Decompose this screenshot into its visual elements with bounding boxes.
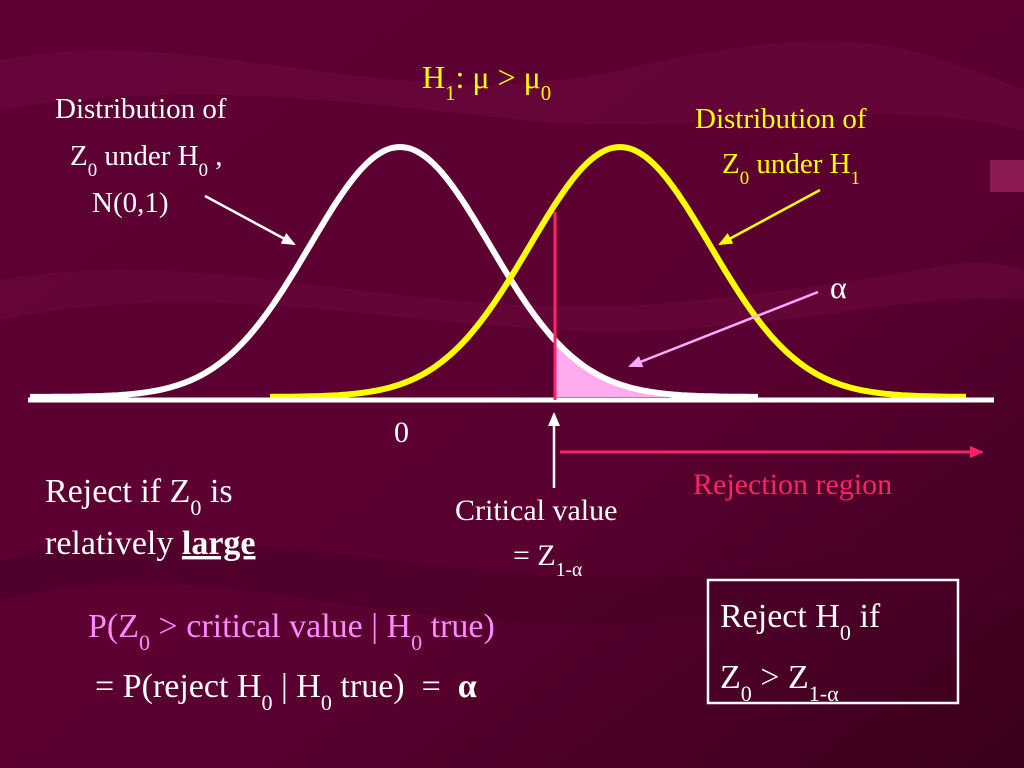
reject-box xyxy=(706,578,960,705)
text: : μ > μ xyxy=(456,59,541,95)
svg-text:= Z1-α: = Z1-α xyxy=(513,539,582,581)
svg-text:relatively large: relatively large xyxy=(45,525,256,562)
text: Reject H xyxy=(720,598,840,635)
text: true) xyxy=(422,608,495,645)
background-wave xyxy=(0,520,1024,625)
svg-text:Z0 under H0 ,: Z0 under H0 , xyxy=(70,140,223,181)
background-tab xyxy=(990,160,1024,192)
text: , xyxy=(208,140,223,172)
svg-text:Distribution of: Distribution of xyxy=(55,93,227,125)
h0-arrow xyxy=(204,194,296,246)
svg-text:Reject H0 if: Reject H0 if xyxy=(720,598,881,645)
text: = P(reject H xyxy=(95,668,261,705)
text: Critical value xyxy=(455,494,617,527)
text: true) = xyxy=(332,668,458,705)
alpha-label: α xyxy=(830,269,847,305)
text: if xyxy=(851,598,881,635)
subscript: 0 xyxy=(840,620,851,645)
text: Z xyxy=(720,659,741,696)
text: under H xyxy=(97,140,199,172)
text: = Z xyxy=(513,539,556,572)
rejection-region-label: Rejection region xyxy=(693,468,892,501)
subscript: 0 xyxy=(740,168,749,189)
text: is xyxy=(201,473,232,510)
text: | H xyxy=(273,668,321,705)
h1-curve xyxy=(269,144,966,400)
h1-arrow xyxy=(718,188,821,246)
text: Z xyxy=(70,140,88,172)
background-wave xyxy=(0,261,1024,332)
axis-zero: 0 xyxy=(394,416,409,449)
emphasis: large xyxy=(182,525,256,562)
subscript: 0 xyxy=(541,82,551,105)
subscript: 0 xyxy=(261,690,272,715)
text: > Z xyxy=(752,659,809,696)
alpha-arrow xyxy=(628,290,819,368)
svg-text:P(Z0 > critical value | H0 tru: P(Z0 > critical value | H0 true) xyxy=(88,608,495,655)
subscript: 1-α xyxy=(556,560,582,581)
background-wave xyxy=(0,41,1024,130)
h0-label: Distribution of Z0 under H0 , N(0,1) xyxy=(55,93,227,219)
subscript: 0 xyxy=(139,630,150,655)
svg-text:Z0 > Z1-α: Z0 > Z1-α xyxy=(720,659,839,706)
probability-statement: P(Z0 > critical value | H0 true) = P(rej… xyxy=(88,608,495,715)
subscript: 0 xyxy=(411,630,422,655)
text: > critical value | H xyxy=(150,608,411,645)
subscript: 1 xyxy=(851,168,860,189)
text: H xyxy=(422,59,445,95)
text: Reject if Z xyxy=(45,473,190,510)
text: relatively xyxy=(45,525,182,562)
subscript: 0 xyxy=(741,681,752,706)
subscript: 0 xyxy=(88,160,97,181)
alpha-region xyxy=(555,340,700,397)
reject-rule: Reject if Z0 is relatively large xyxy=(45,473,256,562)
text: Distribution of xyxy=(55,93,227,125)
text: under H xyxy=(749,148,851,180)
critical-value-label: Critical value = Z1-α xyxy=(455,494,617,581)
hypothesis-title: H1: μ > μ0 xyxy=(422,59,551,105)
svg-text:Z0 under H1: Z0 under H1 xyxy=(722,148,860,189)
subscript: 0 xyxy=(321,690,332,715)
text: N(0,1) xyxy=(92,187,169,219)
svg-text:Reject if Z0 is: Reject if Z0 is xyxy=(45,473,233,520)
svg-text:= P(reject H0 | H0 true) = α: = P(reject H0 | H0 true) = α xyxy=(95,668,477,715)
subscript: 0 xyxy=(199,160,208,181)
subscript: 1 xyxy=(445,82,455,105)
text: α xyxy=(458,668,477,705)
subscript: 1-α xyxy=(809,681,839,706)
svg-text:N(0,1): N(0,1) xyxy=(92,187,169,219)
svg-text:Distribution of: Distribution of xyxy=(695,103,867,135)
reject-box-text: Reject H0 if Z0 > Z1-α xyxy=(720,598,881,706)
subscript: 0 xyxy=(190,495,201,520)
text: Distribution of xyxy=(695,103,867,135)
text: P(Z xyxy=(88,608,139,645)
h1-label: Distribution of Z0 under H1 xyxy=(695,103,867,189)
svg-text:Critical value: Critical value xyxy=(455,494,617,527)
text: Z xyxy=(722,148,740,180)
h0-curve xyxy=(30,144,758,400)
